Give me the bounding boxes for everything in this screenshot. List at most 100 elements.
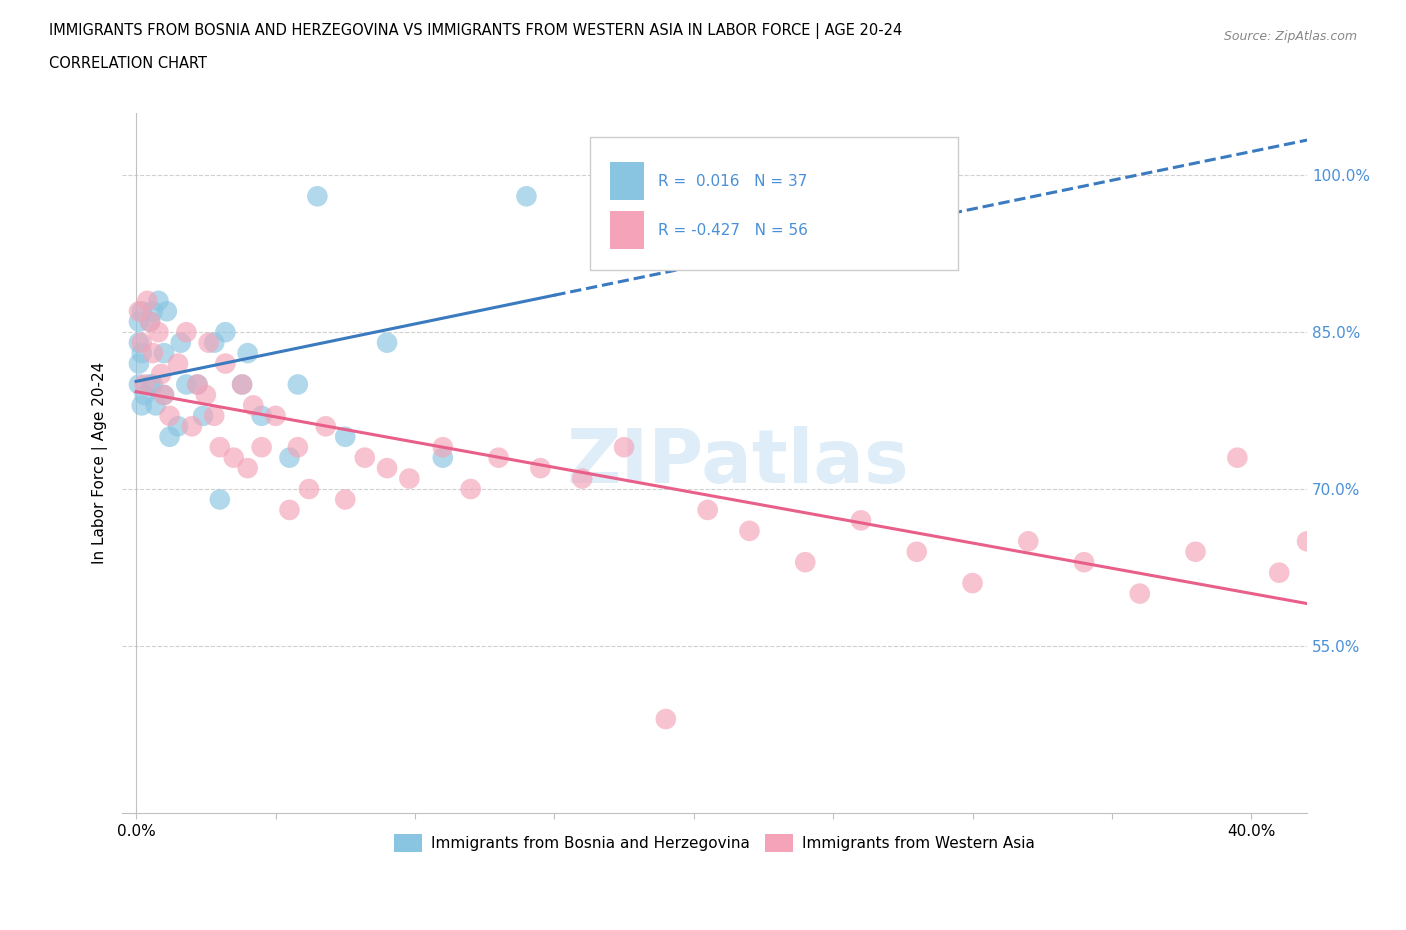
Point [1184, 544, 1206, 559]
Point [153, 388, 176, 403]
Point [488, 450, 510, 465]
Point [134, 377, 156, 392]
Text: R =  0.016   N = 37: R = 0.016 N = 37 [658, 174, 807, 189]
Point [231, 377, 253, 392]
Point [655, 189, 678, 204]
Point [208, 492, 231, 507]
Point [128, 377, 150, 392]
Point [139, 314, 162, 329]
Point [250, 440, 273, 455]
Point [148, 293, 170, 308]
Text: R = -0.427   N = 56: R = -0.427 N = 56 [658, 223, 807, 238]
Point [150, 366, 173, 381]
Point [1379, 618, 1402, 632]
Point [156, 304, 179, 319]
Point [186, 377, 208, 392]
Point [236, 460, 259, 475]
Point [655, 711, 678, 726]
Point [136, 293, 159, 308]
Point [128, 304, 150, 319]
Point [287, 440, 309, 455]
Y-axis label: In Labor Force | Age 20-24: In Labor Force | Age 20-24 [93, 362, 108, 564]
Point [139, 314, 162, 329]
Point [375, 335, 398, 350]
Point [849, 513, 872, 528]
Point [176, 325, 198, 339]
Point [236, 346, 259, 361]
Point [335, 430, 357, 445]
Point [222, 450, 245, 465]
Point [139, 377, 162, 392]
Legend: Immigrants from Bosnia and Herzegovina, Immigrants from Western Asia: Immigrants from Bosnia and Herzegovina, … [388, 828, 1040, 858]
Point [278, 450, 301, 465]
Point [197, 335, 219, 350]
Point [432, 450, 454, 465]
Point [131, 304, 153, 319]
Point [315, 418, 337, 433]
Point [1129, 586, 1152, 601]
Point [398, 472, 420, 486]
Point [353, 450, 375, 465]
Point [131, 398, 153, 413]
Point [962, 576, 984, 591]
Point [738, 524, 761, 538]
Point [148, 325, 170, 339]
Bar [610, 162, 644, 200]
Point [515, 189, 537, 204]
Text: IMMIGRANTS FROM BOSNIA AND HERZEGOVINA VS IMMIGRANTS FROM WESTERN ASIA IN LABOR : IMMIGRANTS FROM BOSNIA AND HERZEGOVINA V… [49, 23, 903, 39]
Point [1296, 534, 1319, 549]
Point [153, 346, 176, 361]
Point [214, 356, 236, 371]
Point [142, 304, 165, 319]
Point [167, 418, 190, 433]
Point [1268, 565, 1291, 580]
Point [131, 335, 153, 350]
Point [571, 472, 593, 486]
Point [176, 377, 198, 392]
Point [208, 440, 231, 455]
Point [905, 544, 928, 559]
Point [170, 335, 193, 350]
Point [128, 314, 150, 329]
Point [242, 398, 264, 413]
Point [142, 377, 165, 392]
Point [153, 388, 176, 403]
Point [432, 440, 454, 455]
Point [613, 440, 636, 455]
Point [375, 460, 398, 475]
Point [1017, 534, 1039, 549]
Point [194, 388, 217, 403]
Text: ZIPatlas: ZIPatlas [567, 426, 910, 499]
Point [159, 430, 181, 445]
Text: CORRELATION CHART: CORRELATION CHART [49, 56, 207, 71]
Point [287, 377, 309, 392]
Point [145, 398, 167, 413]
Point [307, 189, 329, 204]
Point [231, 377, 253, 392]
Point [1323, 555, 1346, 570]
Point [167, 356, 190, 371]
Point [142, 346, 165, 361]
Point [214, 325, 236, 339]
FancyBboxPatch shape [591, 137, 957, 271]
Point [529, 460, 551, 475]
Point [180, 418, 202, 433]
Point [278, 502, 301, 517]
Text: Source: ZipAtlas.com: Source: ZipAtlas.com [1223, 30, 1357, 43]
Point [460, 482, 482, 497]
Point [1073, 555, 1095, 570]
Point [298, 482, 321, 497]
Point [202, 335, 225, 350]
Point [202, 408, 225, 423]
Point [264, 408, 287, 423]
Point [159, 408, 181, 423]
Point [794, 555, 817, 570]
Point [1226, 450, 1249, 465]
Point [191, 408, 214, 423]
Point [128, 356, 150, 371]
Point [250, 408, 273, 423]
Bar [610, 211, 644, 249]
Point [696, 502, 718, 517]
Point [134, 388, 156, 403]
Point [128, 335, 150, 350]
